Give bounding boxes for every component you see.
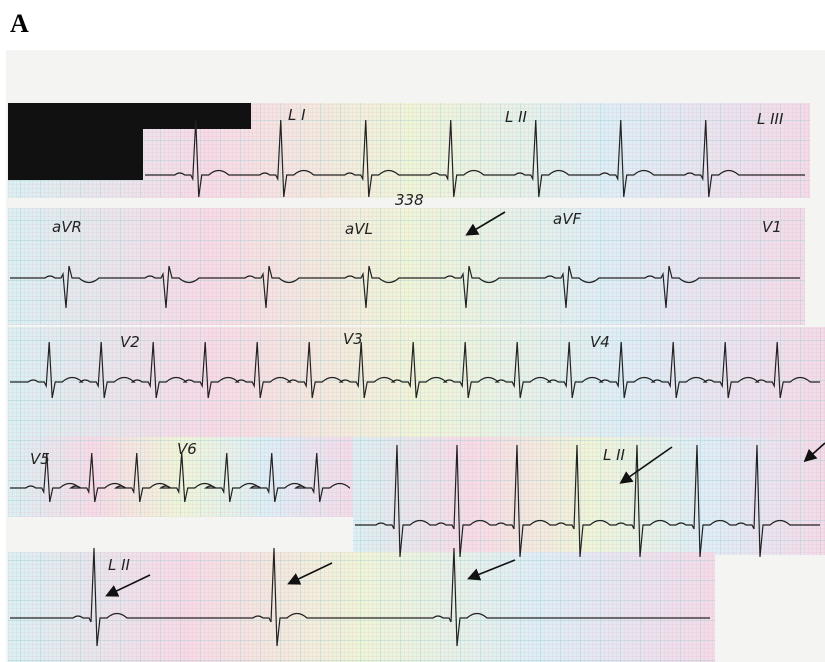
ecg-trace bbox=[145, 119, 805, 198]
redaction bbox=[8, 103, 143, 180]
lead-label: L II bbox=[603, 446, 626, 464]
lead-label: L II bbox=[108, 556, 131, 574]
arrow bbox=[803, 442, 825, 463]
lead-label: V3 bbox=[343, 330, 363, 348]
lead-label: aVF bbox=[553, 210, 581, 228]
lead-label: aVR bbox=[52, 218, 82, 236]
lead-label: L I bbox=[288, 106, 306, 124]
arrow bbox=[105, 574, 151, 597]
panel-label: A bbox=[10, 9, 29, 38]
waveforms bbox=[10, 119, 820, 647]
ecg-grid bbox=[8, 208, 805, 325]
arrow bbox=[287, 562, 333, 585]
arrows bbox=[105, 211, 825, 597]
ecg-trace bbox=[355, 444, 820, 558]
lead-label: 338 bbox=[395, 191, 424, 209]
lead-label: V4 bbox=[590, 333, 610, 351]
arrow bbox=[467, 559, 516, 581]
arrow bbox=[619, 446, 673, 484]
lead-label: V5 bbox=[30, 450, 50, 468]
ecg-trace bbox=[10, 341, 820, 399]
labels: L I L II L III aVR aVL aVF V1 V2 V3 V4 V5 V6 L II L I… bbox=[30, 106, 784, 574]
ecg-grid bbox=[353, 437, 825, 555]
lead-label: L II bbox=[505, 108, 528, 126]
lead-label: L III bbox=[757, 110, 784, 128]
ecg-grid bbox=[8, 552, 715, 662]
ecg-trace bbox=[10, 452, 351, 503]
ecg-trace bbox=[10, 265, 800, 309]
lead-label: aVL bbox=[345, 220, 373, 238]
lead-label: V1 bbox=[762, 218, 782, 236]
lead-label: V2 bbox=[120, 333, 140, 351]
strips bbox=[8, 103, 825, 662]
arrow bbox=[465, 211, 506, 236]
lead-label: V6 bbox=[177, 440, 197, 458]
ecg-trace bbox=[10, 547, 710, 647]
